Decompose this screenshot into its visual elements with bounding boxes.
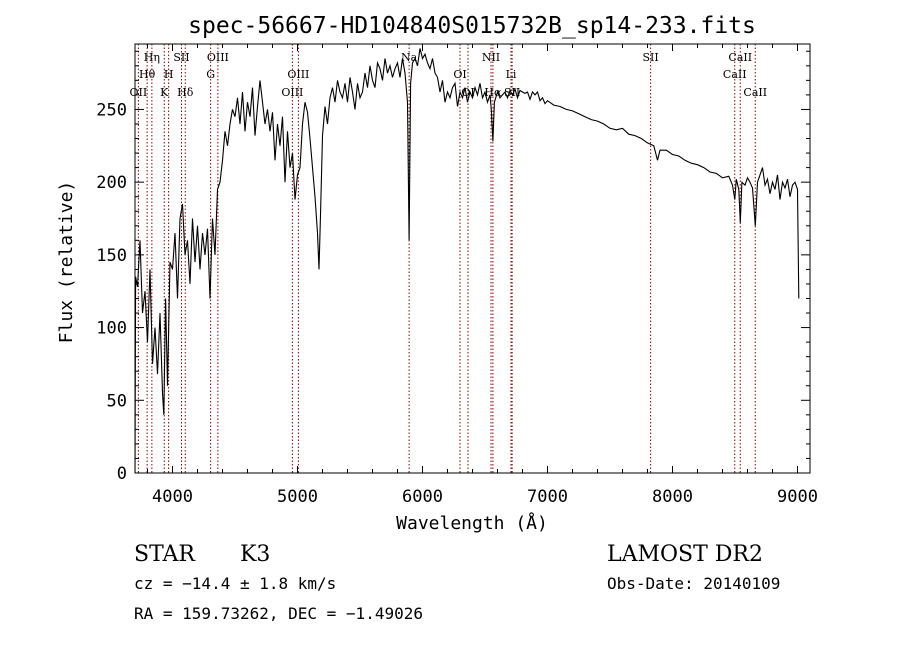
x-axis-ticks: 4000 5000 6000 7000 8000 9000 [147,44,818,507]
spectral-line-label: Hθ [139,68,156,81]
observation-date: Obs-Date: 20140109 [607,574,780,593]
spectral-line-label: OIII [207,51,229,64]
y-tick-label: 250 [96,100,127,120]
spectral-line-label: G [206,68,215,81]
x-tick-label: 8000 [652,487,693,507]
spectrum-line [134,48,800,474]
spectral-line-label: Li [506,68,517,81]
spectral-line-label: NII [482,51,500,64]
x-axis-label: Wavelength (Å) [396,512,548,534]
spectral-line-label: OI [453,68,466,81]
x-tick-label: 7000 [527,487,568,507]
y-tick-label: 150 [96,246,127,266]
spectral-line-label: SII [643,51,659,64]
spectral-line-label: H [164,68,174,81]
object-subclass: K3 [240,542,270,567]
redshift-cz: cz = −14.4 ± 1.8 km/s [134,574,336,593]
spectral-line-label: CaII [723,68,747,81]
y-tick-label: 200 [96,173,127,193]
spectral-line-label: Hα [484,86,502,99]
spectral-line-label: Hη [144,51,160,64]
spectral-line-label: CaII [728,51,752,64]
survey-name: LAMOST DR2 [607,542,763,567]
object-class: STAR [134,542,196,567]
x-tick-label: 9000 [777,487,818,507]
spectral-line-label: Hδ [177,86,194,99]
y-tick-label: 100 [96,319,127,339]
chart-title: spec-56667-HD104840S015732B_sp14-233.fit… [188,13,756,39]
ra-dec: RA = 159.73262, DEC = −1.49026 [134,604,423,623]
spectral-line-label: K [160,86,169,99]
spectral-line-label: OIII [281,86,303,99]
x-tick-label: 4000 [152,487,193,507]
spectral-line-label: OIII [287,68,309,81]
y-axis-ticks: 0 50 100 150 200 250 [96,50,810,484]
spectral-line-markers [137,44,756,473]
y-tick-label: 0 [117,464,127,484]
y-tick-label: 50 [107,391,127,411]
spectral-line-label: SII [173,51,189,64]
x-tick-label: 5000 [277,487,318,507]
y-axis-label: Flux (relative) [56,181,77,344]
spectral-line-label: OII [130,86,148,99]
spectral-line-label: CaII [743,86,767,99]
x-tick-label: 6000 [402,487,443,507]
